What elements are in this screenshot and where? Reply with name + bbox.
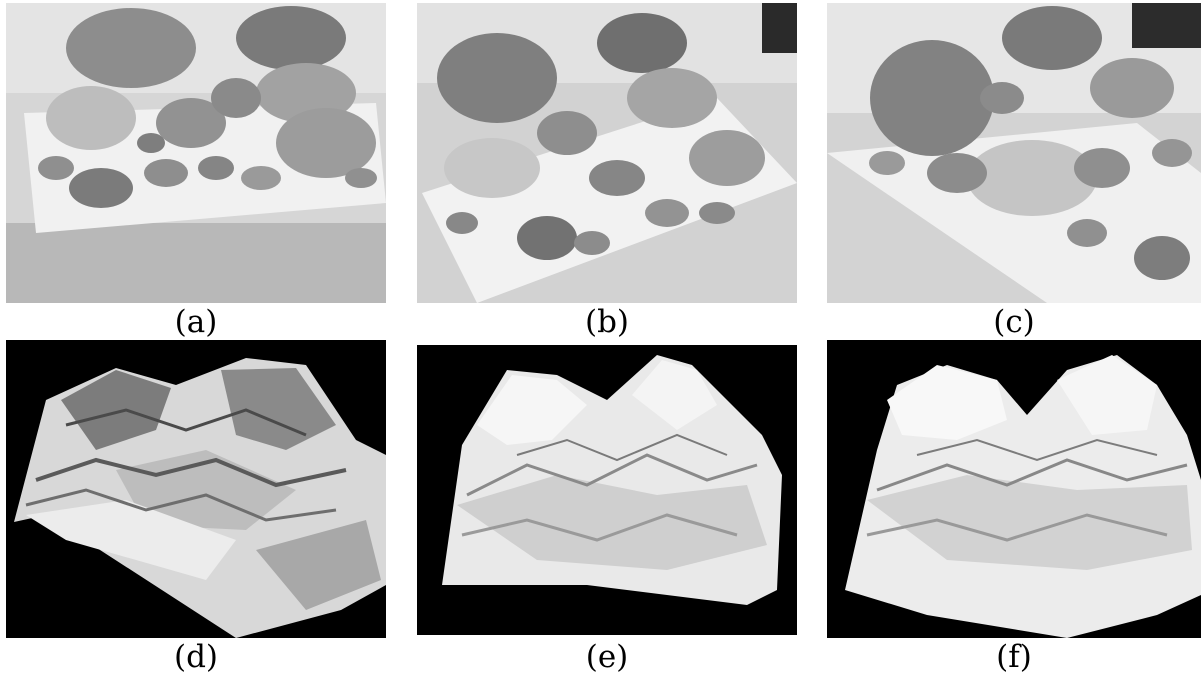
rock-pile-photo-b (417, 3, 797, 303)
photo-b (417, 3, 797, 303)
surface-render-d (6, 340, 386, 638)
render-f (827, 340, 1201, 638)
caption-a: (a) (174, 304, 218, 340)
rock-pile-photo-a (6, 3, 386, 303)
caption-c: (c) (993, 304, 1035, 340)
photo-a (6, 3, 386, 303)
surface-render-f (827, 340, 1201, 638)
caption-f: (f) (996, 639, 1032, 675)
photo-c (827, 3, 1201, 303)
render-e (417, 345, 797, 635)
rock-pile-photo-c (827, 3, 1201, 303)
surface-render-e (417, 345, 797, 635)
caption-b: (b) (584, 304, 630, 340)
caption-d: (d) (173, 639, 219, 675)
render-d (6, 340, 386, 638)
caption-e: (e) (585, 639, 629, 675)
